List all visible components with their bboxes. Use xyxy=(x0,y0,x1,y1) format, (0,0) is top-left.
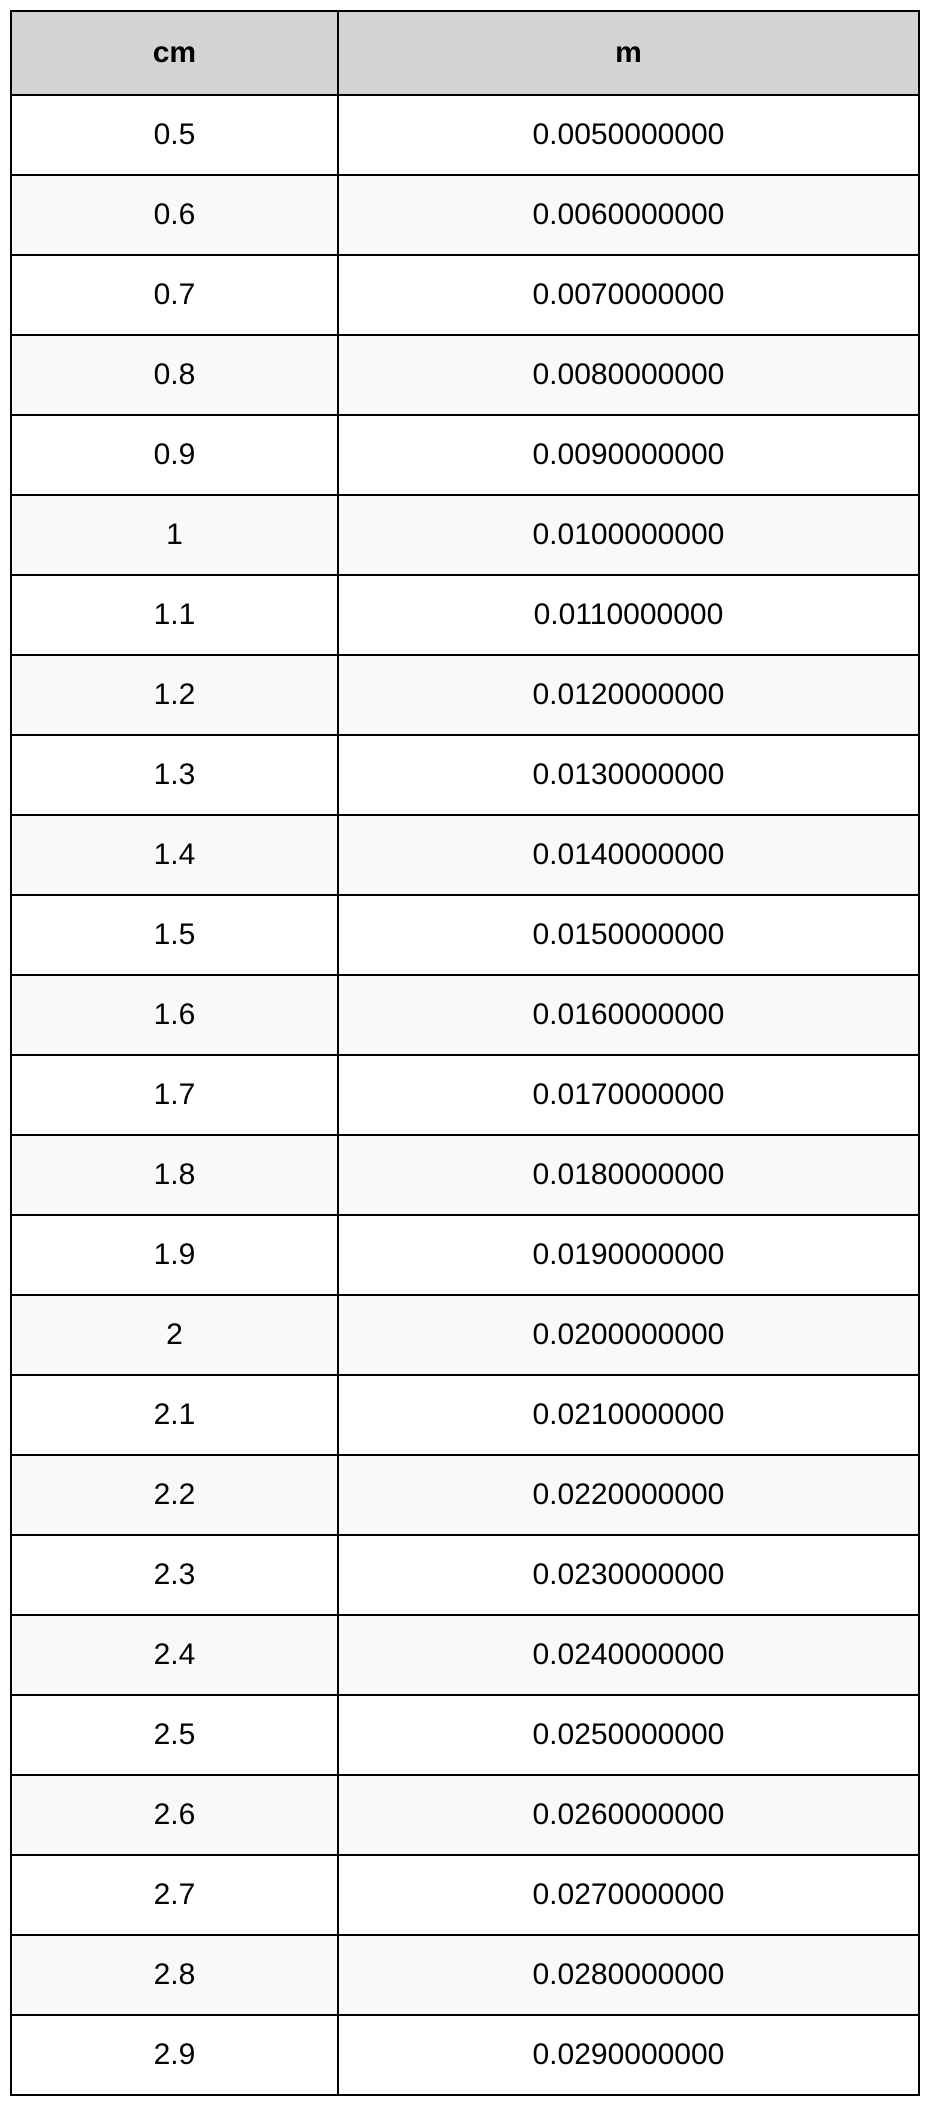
table-row: 10.0100000000 xyxy=(11,495,919,575)
cell-cm: 2 xyxy=(11,1295,338,1375)
table-header: cm m xyxy=(11,11,919,95)
cell-cm: 1.2 xyxy=(11,655,338,735)
table-row: 0.50.0050000000 xyxy=(11,95,919,175)
cell-cm: 0.6 xyxy=(11,175,338,255)
table-row: 1.30.0130000000 xyxy=(11,735,919,815)
cell-cm: 1.4 xyxy=(11,815,338,895)
cell-m: 0.0060000000 xyxy=(338,175,919,255)
conversion-table: cm m 0.50.0050000000 0.60.0060000000 0.7… xyxy=(10,10,920,2096)
cell-cm: 2.1 xyxy=(11,1375,338,1455)
header-row: cm m xyxy=(11,11,919,95)
cell-cm: 2.6 xyxy=(11,1775,338,1855)
cell-cm: 2.7 xyxy=(11,1855,338,1935)
table-row: 1.10.0110000000 xyxy=(11,575,919,655)
cell-cm: 0.5 xyxy=(11,95,338,175)
cell-cm: 1.3 xyxy=(11,735,338,815)
table-row: 1.20.0120000000 xyxy=(11,655,919,735)
table-row: 2.60.0260000000 xyxy=(11,1775,919,1855)
cell-m: 0.0280000000 xyxy=(338,1935,919,2015)
cell-m: 0.0100000000 xyxy=(338,495,919,575)
cell-m: 0.0240000000 xyxy=(338,1615,919,1695)
cell-m: 0.0080000000 xyxy=(338,335,919,415)
column-header-cm: cm xyxy=(11,11,338,95)
cell-m: 0.0260000000 xyxy=(338,1775,919,1855)
cell-cm: 0.9 xyxy=(11,415,338,495)
cell-m: 0.0160000000 xyxy=(338,975,919,1055)
table-row: 1.70.0170000000 xyxy=(11,1055,919,1135)
cell-cm: 2.5 xyxy=(11,1695,338,1775)
table-row: 2.70.0270000000 xyxy=(11,1855,919,1935)
table-row: 2.30.0230000000 xyxy=(11,1535,919,1615)
cell-cm: 1 xyxy=(11,495,338,575)
table-row: 0.80.0080000000 xyxy=(11,335,919,415)
cell-cm: 0.7 xyxy=(11,255,338,335)
cell-cm: 1.9 xyxy=(11,1215,338,1295)
table-body: 0.50.0050000000 0.60.0060000000 0.70.007… xyxy=(11,95,919,2095)
column-header-m: m xyxy=(338,11,919,95)
table-row: 1.80.0180000000 xyxy=(11,1135,919,1215)
cell-m: 0.0230000000 xyxy=(338,1535,919,1615)
table-row: 20.0200000000 xyxy=(11,1295,919,1375)
cell-cm: 1.7 xyxy=(11,1055,338,1135)
table-row: 2.80.0280000000 xyxy=(11,1935,919,2015)
cell-cm: 2.3 xyxy=(11,1535,338,1615)
table-row: 2.10.0210000000 xyxy=(11,1375,919,1455)
table-row: 0.70.0070000000 xyxy=(11,255,919,335)
table-row: 2.20.0220000000 xyxy=(11,1455,919,1535)
cell-m: 0.0120000000 xyxy=(338,655,919,735)
cell-m: 0.0140000000 xyxy=(338,815,919,895)
cell-m: 0.0210000000 xyxy=(338,1375,919,1455)
cell-m: 0.0110000000 xyxy=(338,575,919,655)
cell-m: 0.0190000000 xyxy=(338,1215,919,1295)
cell-m: 0.0150000000 xyxy=(338,895,919,975)
cell-cm: 1.8 xyxy=(11,1135,338,1215)
table-row: 2.90.0290000000 xyxy=(11,2015,919,2095)
cell-cm: 1.5 xyxy=(11,895,338,975)
table-row: 2.50.0250000000 xyxy=(11,1695,919,1775)
cell-cm: 2.4 xyxy=(11,1615,338,1695)
cell-cm: 0.8 xyxy=(11,335,338,415)
table-row: 2.40.0240000000 xyxy=(11,1615,919,1695)
cell-m: 0.0220000000 xyxy=(338,1455,919,1535)
cell-cm: 2.8 xyxy=(11,1935,338,2015)
cell-m: 0.0070000000 xyxy=(338,255,919,335)
cell-m: 0.0200000000 xyxy=(338,1295,919,1375)
cell-m: 0.0130000000 xyxy=(338,735,919,815)
cell-m: 0.0170000000 xyxy=(338,1055,919,1135)
table-row: 1.60.0160000000 xyxy=(11,975,919,1055)
table-row: 0.60.0060000000 xyxy=(11,175,919,255)
table-row: 1.40.0140000000 xyxy=(11,815,919,895)
cell-m: 0.0270000000 xyxy=(338,1855,919,1935)
table-row: 0.90.0090000000 xyxy=(11,415,919,495)
cell-cm: 1.1 xyxy=(11,575,338,655)
cell-m: 0.0290000000 xyxy=(338,2015,919,2095)
table-row: 1.50.0150000000 xyxy=(11,895,919,975)
cell-cm: 2.9 xyxy=(11,2015,338,2095)
cell-cm: 2.2 xyxy=(11,1455,338,1535)
table-row: 1.90.0190000000 xyxy=(11,1215,919,1295)
cell-m: 0.0090000000 xyxy=(338,415,919,495)
cell-m: 0.0050000000 xyxy=(338,95,919,175)
cell-m: 0.0180000000 xyxy=(338,1135,919,1215)
cell-cm: 1.6 xyxy=(11,975,338,1055)
cell-m: 0.0250000000 xyxy=(338,1695,919,1775)
